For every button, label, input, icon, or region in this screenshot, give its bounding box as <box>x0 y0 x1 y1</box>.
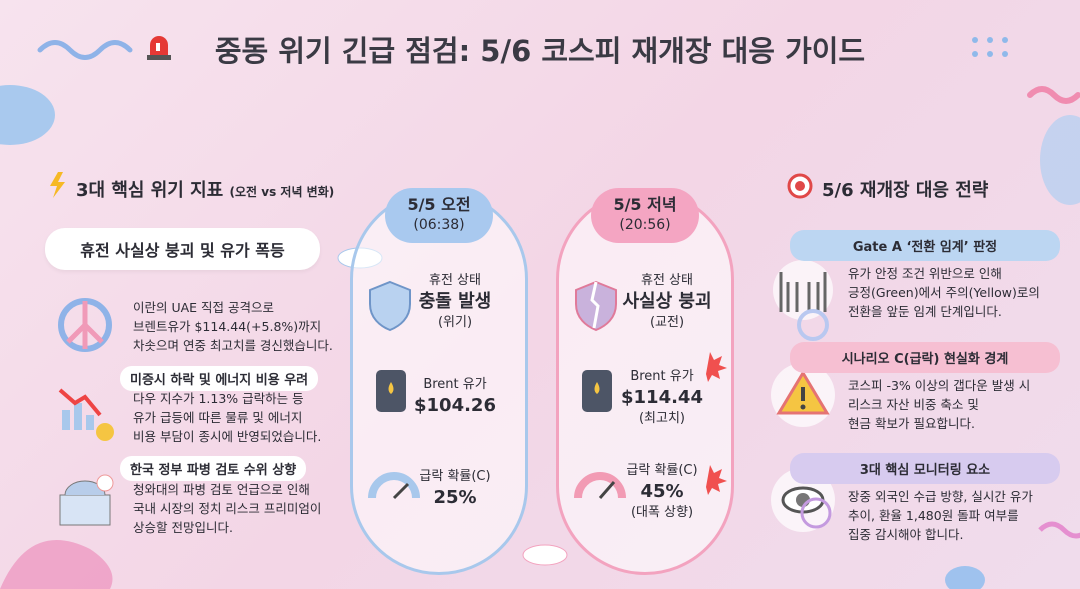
line: 집중 감시해야 합니다. <box>848 527 964 542</box>
time: 5/5 저녁 <box>613 195 677 214</box>
line: 청와대의 파병 검토 언급으로 인해 <box>133 482 310 497</box>
value: $114.44 <box>621 387 703 408</box>
page-title: 중동 위기 긴급 점검: 5/6 코스피 재개장 대응 가이드 <box>214 34 866 68</box>
note: (대폭 상향) <box>630 505 694 520</box>
brent: Brent 유가 $114.44 (최고치) <box>612 368 712 428</box>
value: $104.26 <box>414 395 496 416</box>
value: 사실상 붕괴 <box>622 291 712 312</box>
line: 유가 급등에 따른 물류 및 에너지 <box>133 410 303 425</box>
line: 차솟으며 연중 최고치를 경신했습니다. <box>133 338 333 353</box>
line: 현금 확보가 필요합니다. <box>848 416 975 431</box>
line: 리스크 자산 비중 축소 및 <box>848 397 979 412</box>
line: 코스피 -3% 이상의 갭다운 발생 시 <box>848 378 1031 393</box>
note: (최고치) <box>638 411 686 426</box>
line: 유가 안정 조건 위반으로 인해 <box>848 266 1002 281</box>
column-header: 5/5 오전 (06:38) <box>385 195 493 235</box>
column-icons <box>368 280 727 500</box>
note: (교전) <box>649 315 685 330</box>
banner: 휴전 사실상 붕괴 및 유가 폭등 <box>45 228 320 270</box>
line: 추이, 환율 1,480원 돌파 여부를 <box>848 508 1019 523</box>
crash-probability: 급락 확률(C) 25% <box>405 468 505 510</box>
value: 충돌 발생 <box>418 291 492 312</box>
column-header: 5/5 저녁 (20:56) <box>591 195 699 235</box>
label: Brent 유가 <box>630 369 694 384</box>
line: 긍정(Green)에서 주의(Yellow)로의 <box>848 285 1040 300</box>
crash-probability: 급락 확률(C) 45% (대폭 상향) <box>612 462 712 522</box>
brent: Brent 유가 $104.26 <box>405 376 505 418</box>
line: 전환을 앞둔 임계 단계입니다. <box>848 304 1002 319</box>
line: 상승할 전망입니다. <box>133 520 233 535</box>
label: Brent 유가 <box>423 377 487 392</box>
line: 브렌트유가 $114.44(+5.8%)까지 <box>133 319 322 334</box>
value: 25% <box>433 487 477 508</box>
evening-header-bg <box>591 188 699 243</box>
heading-text: 3대 핵심 위기 지표 <box>76 180 224 201</box>
clock: (06:38) <box>413 217 465 233</box>
line: 장중 외국인 수급 방향, 실시간 유가 <box>848 489 1033 504</box>
line: 비용 부담이 종시에 반영되었습니다. <box>133 429 322 444</box>
label: 급락 확률(C) <box>419 469 491 484</box>
line: 국내 시장의 정치 리스크 프리미엄이 <box>133 501 322 516</box>
label: 휴전 상태 <box>429 273 481 288</box>
card-title: Gate A ‘전환 임계’ 판정 <box>790 230 1060 261</box>
item-title: 미증시 하락 및 에너지 비용 우려 <box>120 366 319 391</box>
card-title: 3대 핵심 모니터링 요소 <box>790 453 1060 484</box>
time: 5/5 오전 <box>407 195 471 214</box>
section-heading: 3대 핵심 위기 지표 (오전 vs 저녁 변화) <box>76 176 334 202</box>
section-heading: 5/6 재개장 대응 전략 <box>822 180 989 201</box>
label: 휴전 상태 <box>641 273 693 288</box>
line: 다우 지수가 1.13% 급락하는 등 <box>133 391 304 406</box>
card-title: 시나리오 C(급락) 현실화 경계 <box>790 342 1060 373</box>
clock: (20:56) <box>619 217 671 233</box>
label: 급락 확률(C) <box>626 463 698 478</box>
morning-header-bg <box>385 188 493 243</box>
item-title: 한국 정부 파병 검토 수위 상향 <box>120 456 307 481</box>
heading-note: (오전 vs 저녁 변화) <box>229 185 335 199</box>
note: (위기) <box>437 315 473 330</box>
value: 45% <box>640 481 684 502</box>
line: 이란의 UAE 직접 공격으로 <box>133 300 275 315</box>
